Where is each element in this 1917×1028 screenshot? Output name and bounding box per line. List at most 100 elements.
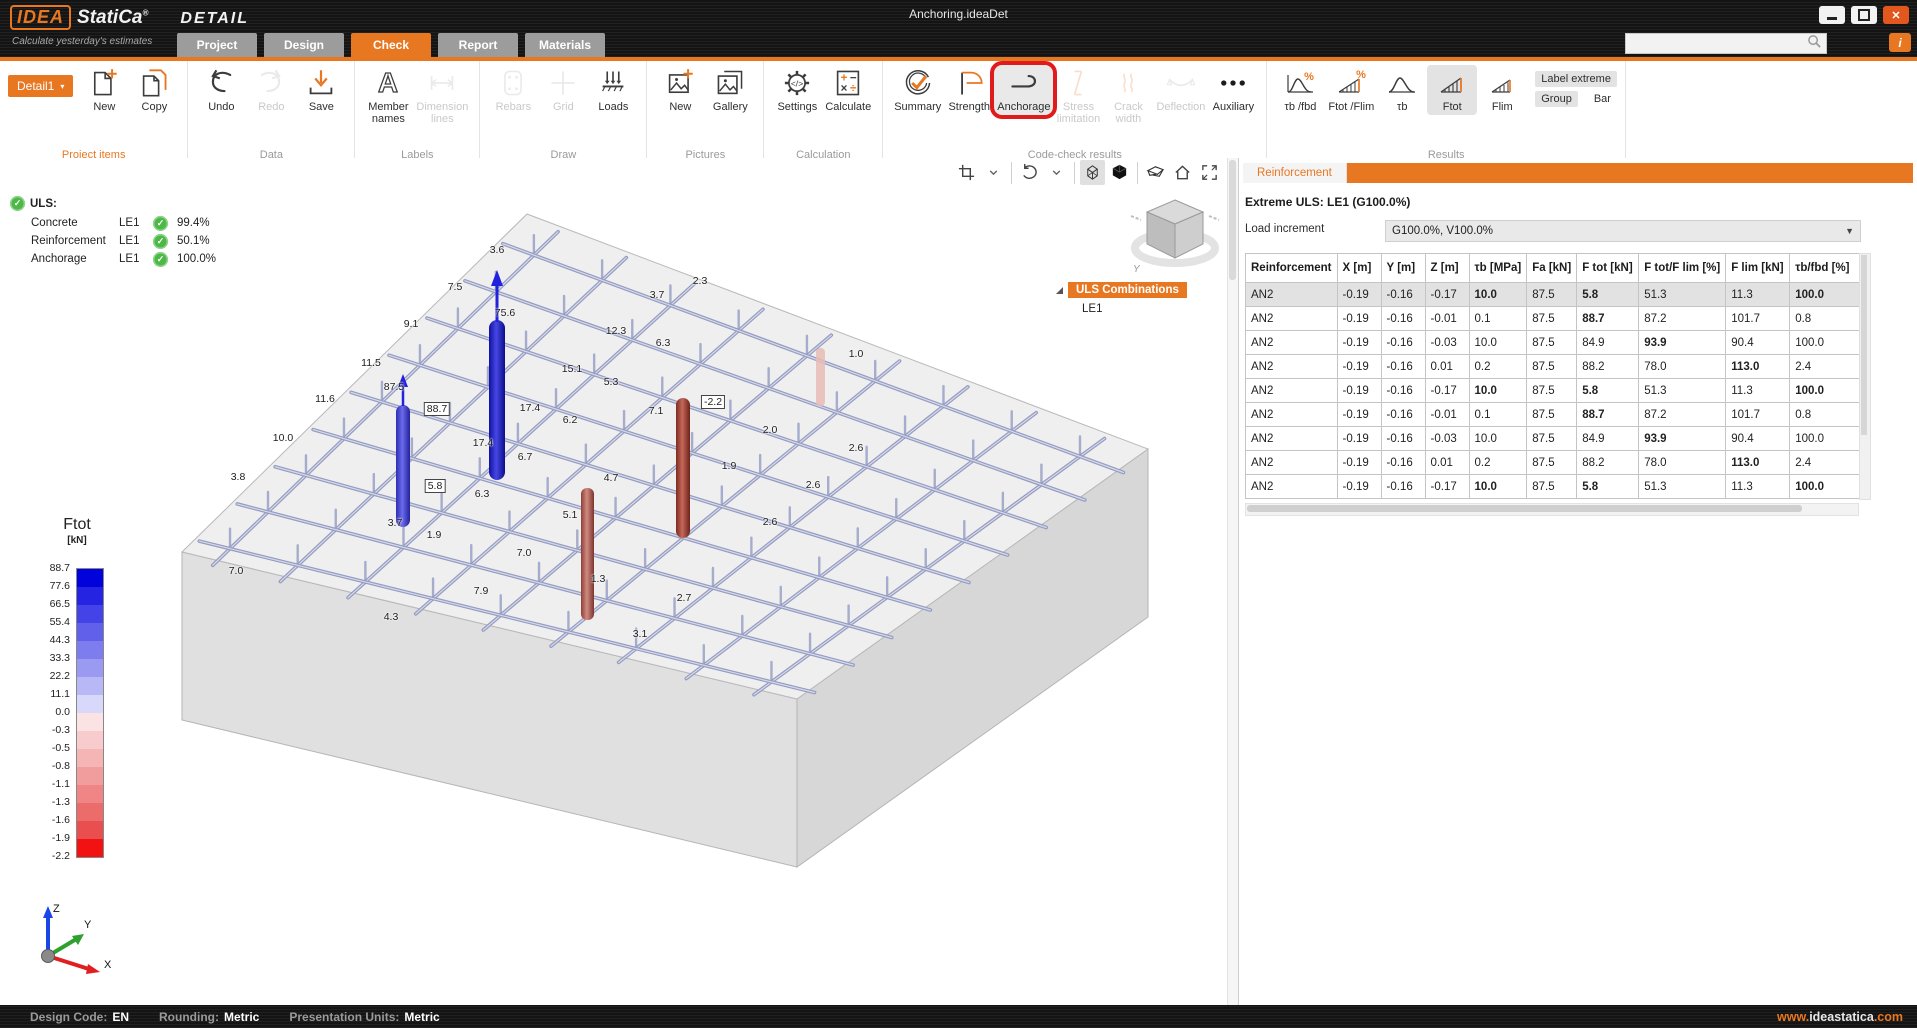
- ftot-flim-button[interactable]: % Ftot /Flim: [1328, 69, 1375, 113]
- combination-item[interactable]: LE1: [1082, 303, 1103, 315]
- table-cell: 84.9: [1576, 330, 1640, 355]
- undo-icon: [206, 67, 236, 99]
- column-header[interactable]: F lim [kN]: [1725, 253, 1791, 283]
- column-header[interactable]: τb/fbd [%]: [1789, 253, 1867, 283]
- undo-button[interactable]: Undo: [196, 65, 246, 115]
- column-header[interactable]: Reinforcement: [1245, 253, 1338, 283]
- label-extreme-toggle[interactable]: Label extreme: [1535, 71, 1617, 87]
- tab-reinforcement[interactable]: Reinforcement: [1243, 163, 1347, 183]
- rotate-icon[interactable]: [1017, 160, 1042, 185]
- anchor-red-1: [676, 398, 690, 538]
- table-row[interactable]: AN2 -0.19 -0.16 -0.17 10.0 87.5 5.8 51.3 11.3 100…: [1245, 378, 1867, 403]
- member-names-button[interactable]: A Member names: [368, 68, 409, 125]
- svg-text:Y: Y: [1133, 264, 1141, 275]
- chev-icon[interactable]: [1044, 160, 1069, 185]
- table-horizontal-scrollbar[interactable]: [1245, 503, 1859, 516]
- crop-icon[interactable]: [954, 160, 979, 185]
- table-cell: AN2: [1245, 426, 1338, 451]
- collapse-triangle-icon[interactable]: [1056, 286, 1063, 294]
- column-header[interactable]: Z [m]: [1424, 253, 1470, 283]
- column-header[interactable]: Fa [kN]: [1526, 253, 1578, 283]
- table-cell: -0.01: [1424, 402, 1470, 427]
- copy-button[interactable]: Copy: [129, 65, 179, 115]
- -b-fbd-button[interactable]: % τb /fbd: [1275, 65, 1325, 115]
- chevron-down-icon: ▼: [1845, 226, 1854, 236]
- table-row[interactable]: AN2 -0.19 -0.16 -0.01 0.1 87.5 88.7 87.2 101.7 0.…: [1245, 306, 1867, 331]
- table-row[interactable]: AN2 -0.19 -0.16 -0.17 10.0 87.5 5.8 51.3 11.3 100…: [1245, 282, 1867, 307]
- expand-icon[interactable]: [1197, 160, 1222, 185]
- minimize-button[interactable]: [1819, 6, 1845, 24]
- ribbon-group-calculation: </> Settings + − × ÷ Calculate Calculation: [764, 61, 884, 162]
- home-icon[interactable]: [1170, 160, 1195, 185]
- table-cell: 0.01: [1424, 354, 1470, 379]
- status-bar: Design Code: EN Rounding: Metric Presentatio…: [0, 1005, 1917, 1028]
- table-row[interactable]: AN2 -0.19 -0.16 -0.01 0.1 87.5 88.7 87.2 101.7 0.…: [1245, 402, 1867, 427]
- tab-design[interactable]: Design: [264, 33, 344, 57]
- summary-button[interactable]: Summary: [891, 65, 944, 115]
- table-cell: 10.0: [1468, 378, 1528, 403]
- cubesolid-icon[interactable]: [1107, 160, 1132, 185]
- tab-project[interactable]: Project: [177, 33, 257, 57]
- settings-button[interactable]: </> Settings: [772, 65, 822, 115]
- table-cell: AN2: [1245, 282, 1338, 307]
- calculate-button[interactable]: + − × ÷ Calculate: [822, 65, 874, 115]
- table-cell: 11.3: [1725, 282, 1791, 307]
- viewport-scrollbar[interactable]: [1227, 158, 1238, 1005]
- website-link[interactable]: www.ideastatica.com: [1777, 1009, 1903, 1024]
- ribbon-group-draw: Rebars Grid Loads Draw: [480, 61, 648, 162]
- table-row[interactable]: AN2 -0.19 -0.16 -0.03 10.0 87.5 84.9 93.9 90.4 10…: [1245, 426, 1867, 451]
- load-increment-dropdown[interactable]: G100.0%, V100.0% ▼: [1385, 220, 1861, 242]
- group-toggle[interactable]: Group: [1535, 91, 1578, 107]
- svg-text:</>: </>: [791, 78, 804, 88]
- table-row[interactable]: AN2 -0.19 -0.16 0.01 0.2 87.5 88.2 78.0 113.0 2.4: [1245, 354, 1867, 379]
- maximize-button[interactable]: [1851, 6, 1877, 24]
- table-vertical-scrollbar[interactable]: [1859, 253, 1871, 500]
- gallery-button[interactable]: Gallery: [705, 65, 755, 115]
- rebars-button: Rebars: [488, 65, 538, 115]
- strength-button[interactable]: Strength: [944, 65, 994, 115]
- column-header[interactable]: Y [m]: [1380, 253, 1426, 283]
- save-button[interactable]: Save: [296, 65, 346, 115]
- table-cell: -0.03: [1424, 330, 1470, 355]
- new-button[interactable]: New: [655, 65, 705, 115]
- anchorage-button[interactable]: Anchorage: [994, 65, 1054, 115]
- tab-report[interactable]: Report: [438, 33, 518, 57]
- table-row[interactable]: AN2 -0.19 -0.16 -0.03 10.0 87.5 84.9 93.9 90.4 10…: [1245, 330, 1867, 355]
- dim-icon: [427, 67, 457, 99]
- detail-selector[interactable]: Detail1 ▾: [8, 75, 74, 97]
- tab-check[interactable]: Check: [351, 33, 431, 57]
- new-button[interactable]: New: [79, 65, 129, 115]
- crack-icon: [1113, 67, 1143, 99]
- table-cell: 88.2: [1576, 354, 1640, 379]
- table-row[interactable]: AN2 -0.19 -0.16 0.01 0.2 87.5 88.2 78.0 113.0 2.4: [1245, 450, 1867, 475]
- close-button[interactable]: ✕: [1883, 6, 1909, 24]
- doc-new-icon: [89, 67, 119, 99]
- flim-button[interactable]: Flim: [1477, 65, 1527, 115]
- 3d-viewport[interactable]: Y 3.6 7.5 75.6 9.1 12.3 3.7 2.3 6.3 1.0 11.5 15.1 5…: [0, 158, 1239, 1005]
- column-header[interactable]: X [m]: [1336, 253, 1382, 283]
- column-header[interactable]: F tot [kN]: [1576, 253, 1640, 283]
- tab-materials[interactable]: Materials: [525, 33, 605, 57]
- search-input[interactable]: [1625, 33, 1827, 54]
- table-cell: -0.19: [1336, 426, 1382, 451]
- section-icon[interactable]: [1143, 160, 1168, 185]
- cubewire-icon[interactable]: [1080, 160, 1105, 185]
- ribbon-group-project-items: Detail1 ▾ New Copy Project items: [0, 61, 189, 162]
- uls-combinations-badge[interactable]: ULS Combinations: [1068, 282, 1187, 298]
- anchors: [396, 270, 825, 620]
- column-header[interactable]: F tot/F lim [%]: [1638, 253, 1727, 283]
- bar-toggle[interactable]: Bar: [1593, 93, 1611, 105]
- table-cell: 51.3: [1638, 282, 1727, 307]
- -b-button[interactable]: τb: [1377, 65, 1427, 115]
- view-cube[interactable]: Y: [1130, 199, 1220, 275]
- ftot-button[interactable]: Ftot: [1427, 65, 1478, 115]
- scale-tick-label: 55.4: [49, 616, 70, 628]
- column-header[interactable]: τb [MPa]: [1468, 253, 1528, 283]
- loads-icon: [598, 67, 628, 99]
- info-button[interactable]: i: [1889, 33, 1911, 52]
- table-row[interactable]: AN2 -0.19 -0.16 -0.17 10.0 87.5 5.8 51.3 11.3 100…: [1245, 474, 1867, 499]
- logo-statica: StatiCa®: [77, 7, 149, 28]
- loads-button[interactable]: Loads: [588, 65, 638, 115]
- auxiliary-button[interactable]: Auxiliary: [1208, 65, 1258, 115]
- chev-icon[interactable]: [981, 160, 1006, 185]
